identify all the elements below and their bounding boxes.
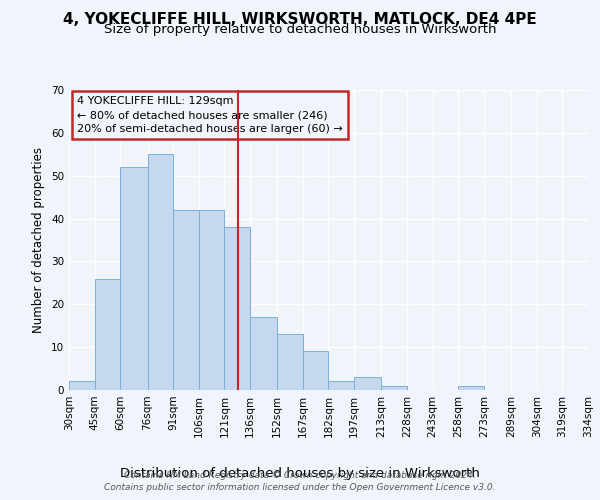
Text: 4, YOKECLIFFE HILL, WIRKSWORTH, MATLOCK, DE4 4PE: 4, YOKECLIFFE HILL, WIRKSWORTH, MATLOCK,… (63, 12, 537, 28)
Text: Distribution of detached houses by size in Wirksworth: Distribution of detached houses by size … (120, 467, 480, 480)
Bar (329, 382, 354, 390)
Bar (250, 317, 277, 390)
Bar (173, 210, 199, 390)
Bar (120, 167, 148, 390)
Text: 4 YOKECLIFFE HILL: 129sqm
← 80% of detached houses are smaller (246)
20% of semi: 4 YOKECLIFFE HILL: 129sqm ← 80% of detac… (77, 96, 343, 134)
Bar (303, 352, 329, 390)
Bar (354, 377, 382, 390)
Bar (224, 227, 250, 390)
Y-axis label: Number of detached properties: Number of detached properties (32, 147, 46, 333)
Bar (148, 154, 173, 390)
Bar (458, 386, 484, 390)
Bar (277, 334, 303, 390)
Bar (95, 278, 120, 390)
Bar (382, 386, 407, 390)
Text: Size of property relative to detached houses in Wirksworth: Size of property relative to detached ho… (104, 22, 496, 36)
Bar (69, 382, 95, 390)
Bar (199, 210, 224, 390)
Text: Contains HM Land Registry data © Crown copyright and database right 2024.
Contai: Contains HM Land Registry data © Crown c… (104, 471, 496, 492)
